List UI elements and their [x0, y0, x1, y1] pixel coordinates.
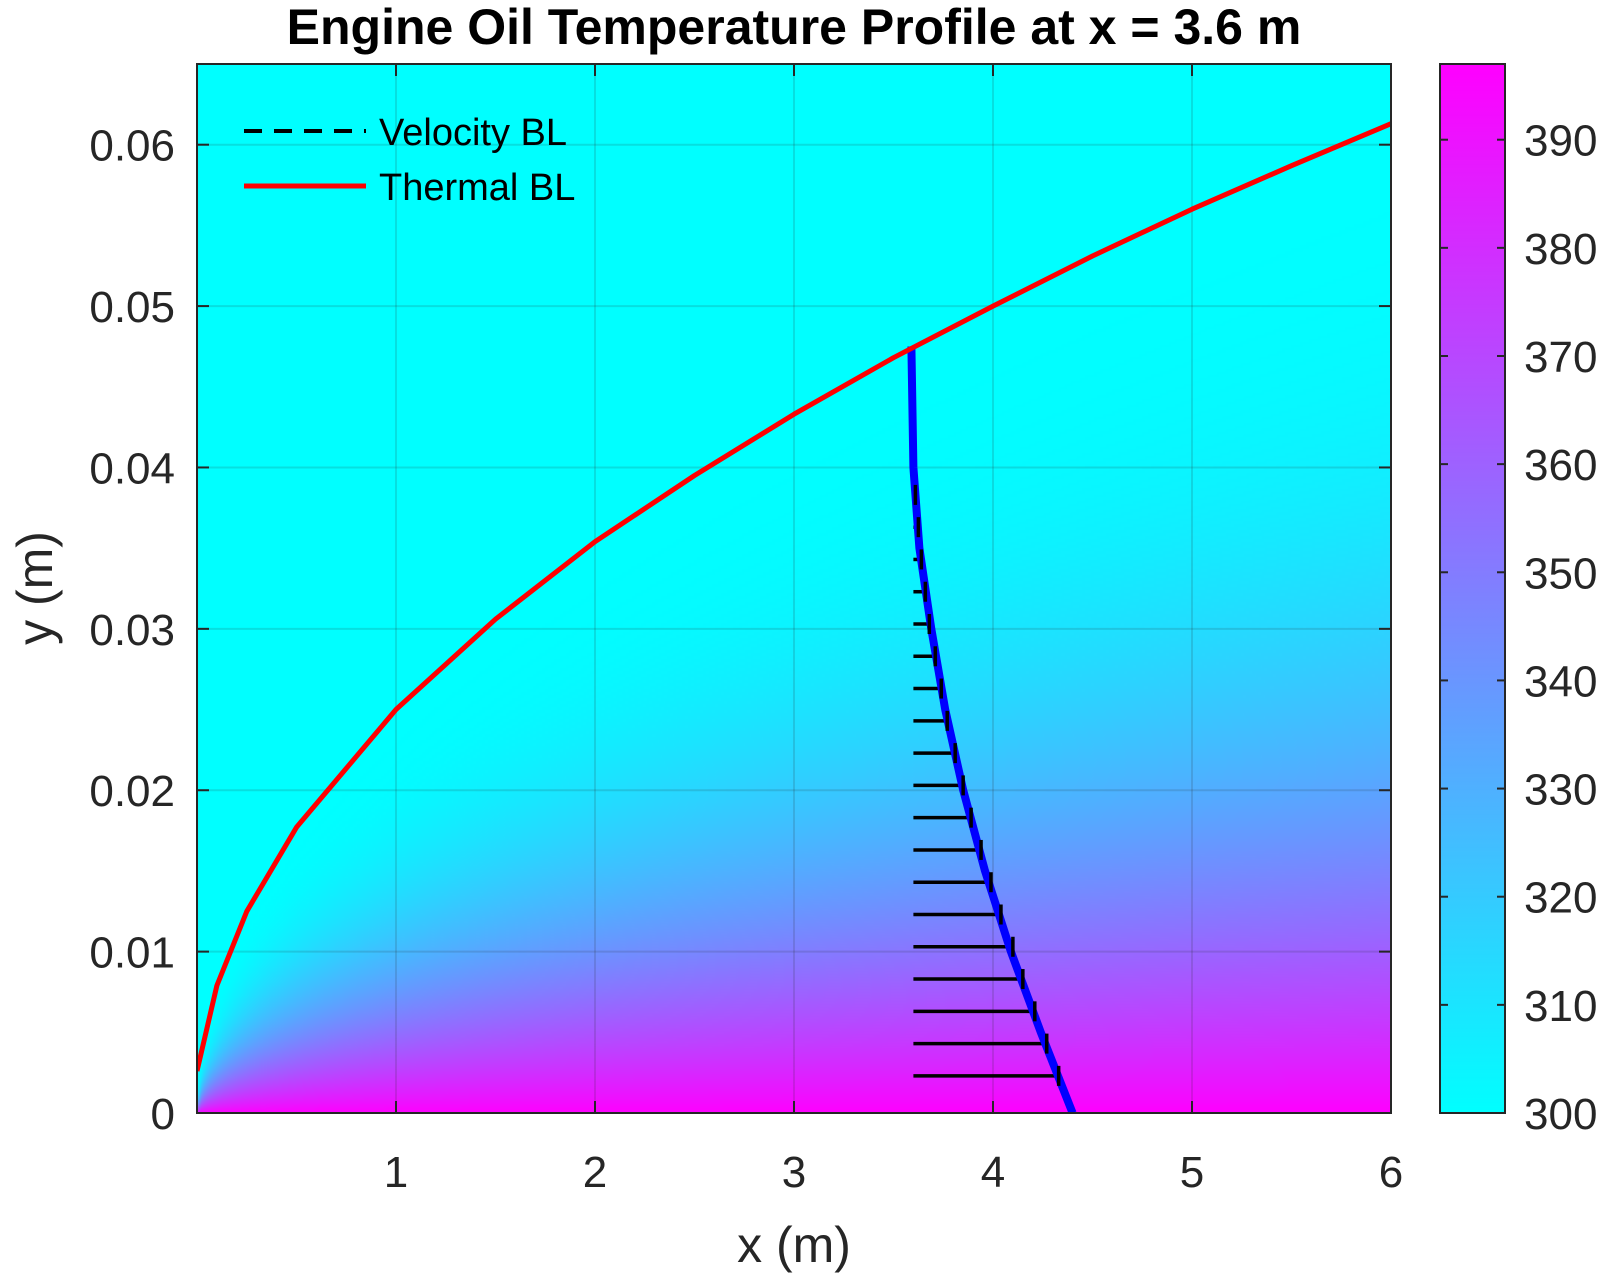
legend-velocity-bl-label: Velocity BL: [379, 112, 567, 154]
colorbar-tick-label: 300: [1524, 1090, 1597, 1139]
x-tick-labels: 1 2 3 4 5 6: [384, 1148, 1403, 1197]
legend-thermal-bl-label: Thermal BL: [379, 167, 575, 209]
colorbar-tick-label: 320: [1524, 874, 1597, 923]
y-tick-label: 0.01: [89, 929, 175, 978]
y-axis-label: y (m): [7, 531, 63, 645]
x-tick-label: 6: [1379, 1148, 1403, 1197]
plot-area: [196, 63, 1392, 1114]
y-tick-label: 0.02: [89, 767, 175, 816]
y-tick-label: 0: [151, 1090, 175, 1139]
x-tick-label: 2: [583, 1148, 607, 1197]
colorbar: 300 310 320 330 340 350 360 370 380 390: [1439, 63, 1597, 1139]
y-tick-label: 0.03: [89, 606, 175, 655]
temperature-heatmap: [197, 64, 1391, 1113]
chart-title: Engine Oil Temperature Profile at x = 3.…: [287, 0, 1302, 55]
colorbar-tick-label: 310: [1524, 982, 1597, 1031]
legend: Velocity BL Thermal BL: [244, 112, 575, 209]
colorbar-ticks: 300 310 320 330 340 350 360 370 380 390: [1440, 117, 1597, 1139]
axis-ticks: [197, 64, 1392, 1114]
y-tick-labels: 0 0.01 0.02 0.03 0.04 0.05 0.06: [89, 122, 175, 1139]
colorbar-tick-label: 370: [1524, 333, 1597, 382]
thermal-bl-line: [197, 121, 1391, 1072]
colorbar-tick-label: 360: [1524, 441, 1597, 490]
colorbar-tick-label: 350: [1524, 549, 1597, 598]
x-tick-label: 5: [1180, 1148, 1204, 1197]
x-tick-label: 1: [384, 1148, 408, 1197]
y-tick-label: 0.05: [89, 283, 175, 332]
colorbar-tick-label: 380: [1524, 225, 1597, 274]
colorbar-tick-label: 330: [1524, 766, 1597, 815]
y-tick-label: 0.04: [89, 444, 175, 493]
x-tick-label: 4: [981, 1148, 1005, 1197]
colorbar-tick-label: 390: [1524, 117, 1597, 166]
x-tick-label: 3: [782, 1148, 806, 1197]
y-tick-label: 0.06: [89, 122, 175, 171]
curves: [197, 121, 1391, 1113]
colorbar-gradient: [1439, 63, 1506, 1114]
x-axis-label: x (m): [737, 1217, 851, 1273]
colorbar-tick-label: 340: [1524, 657, 1597, 706]
